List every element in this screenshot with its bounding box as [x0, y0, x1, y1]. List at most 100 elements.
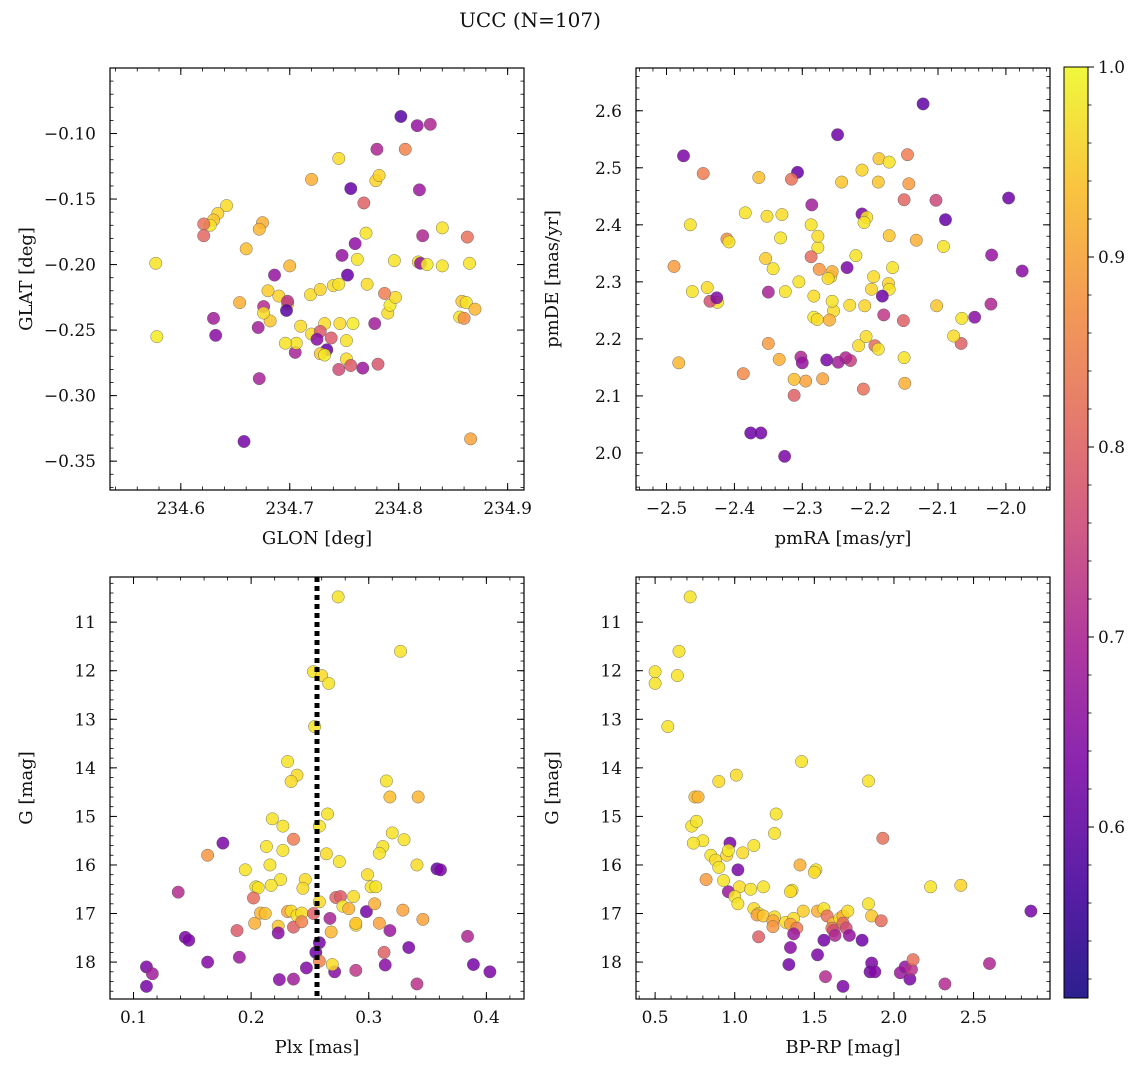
data-point [787, 388, 801, 402]
data-point [385, 826, 399, 840]
data-point [772, 353, 786, 366]
data-point [717, 874, 730, 887]
data-point [691, 790, 705, 804]
data-point [149, 256, 163, 270]
data-point [787, 927, 801, 941]
data-point [368, 317, 382, 330]
data-point [902, 177, 916, 191]
data-point [804, 250, 818, 264]
y-axis-label: G [mag] [16, 751, 37, 824]
data-point [347, 890, 360, 903]
data-point [271, 926, 285, 940]
data-point [378, 287, 391, 300]
x-axis-label: GLON [deg] [262, 528, 372, 549]
data-point [906, 953, 920, 967]
data-point [341, 268, 354, 282]
y-tick-label: −0.20 [44, 256, 96, 276]
colorbar-tick-label: 0.6 [1098, 818, 1125, 838]
data-point [397, 833, 411, 847]
data-point [738, 206, 752, 220]
data-point [252, 372, 266, 386]
data-point [795, 755, 808, 768]
y-tick-label: 2.3 [595, 273, 622, 293]
data-point [461, 929, 474, 943]
plot-frame-bprp-g [635, 576, 1051, 1000]
data-point [305, 172, 318, 186]
data-point [857, 216, 871, 229]
x-tick-label: 0.4 [473, 1008, 500, 1028]
data-point [677, 149, 690, 163]
data-point [150, 330, 164, 344]
data-point [239, 242, 253, 256]
data-point [852, 339, 866, 353]
data-point [699, 873, 713, 886]
data-point [729, 768, 743, 782]
data-point [252, 222, 266, 236]
data-point [736, 846, 750, 860]
data-point [201, 848, 215, 862]
y-tick-label: −0.30 [44, 387, 96, 407]
data-point [294, 319, 308, 333]
x-tick-label: 234.8 [374, 499, 423, 519]
data-point [416, 912, 430, 926]
y-tick-label: −0.10 [44, 125, 96, 145]
data-point [877, 308, 891, 322]
data-point [947, 329, 961, 343]
data-point [276, 819, 290, 833]
colorbar-tick-label: 0.8 [1098, 438, 1125, 458]
data-point [287, 832, 300, 846]
data-point [819, 970, 832, 984]
data-point [696, 167, 710, 180]
data-point [265, 812, 279, 826]
data-point [387, 254, 401, 268]
data-point [985, 248, 999, 262]
data-point [320, 847, 333, 861]
y-tick-label: −0.15 [44, 190, 96, 210]
data-point [761, 337, 775, 350]
data-point [238, 863, 252, 877]
data-point [322, 676, 336, 690]
data-point [360, 277, 374, 291]
data-point [323, 911, 337, 925]
y-tick-label: 2.2 [595, 330, 622, 350]
data-point [413, 183, 426, 197]
data-point [731, 897, 745, 911]
x-tick-label: 1.5 [801, 1008, 828, 1028]
data-point [841, 904, 855, 918]
data-point [867, 270, 880, 284]
data-point [276, 844, 290, 857]
data-point [140, 979, 153, 993]
data-point [897, 351, 911, 365]
data-point [287, 972, 300, 986]
data-point [671, 669, 684, 682]
data-point [983, 957, 996, 970]
data-point [782, 958, 796, 971]
points-layer [140, 577, 497, 999]
x-tick-label: 234.9 [483, 499, 532, 519]
data-point [810, 313, 824, 326]
data-point [939, 213, 952, 227]
data-point [769, 807, 783, 821]
data-point [843, 298, 857, 312]
data-point [929, 193, 943, 207]
data-point [825, 294, 839, 308]
data-point [796, 904, 810, 918]
data-point [897, 314, 910, 328]
data-point [774, 231, 787, 245]
y-tick-label: 12 [600, 662, 622, 682]
data-point [349, 916, 363, 930]
data-point [855, 933, 869, 947]
data-point [875, 289, 889, 303]
data-point [333, 317, 347, 330]
data-point [710, 291, 724, 305]
data-point [416, 229, 430, 243]
data-point [247, 891, 260, 905]
data-point [744, 882, 758, 896]
data-point [871, 175, 885, 189]
data-point [460, 230, 474, 244]
data-point [197, 229, 211, 243]
data-point [257, 306, 271, 320]
data-point [260, 840, 273, 853]
data-point [882, 155, 896, 169]
